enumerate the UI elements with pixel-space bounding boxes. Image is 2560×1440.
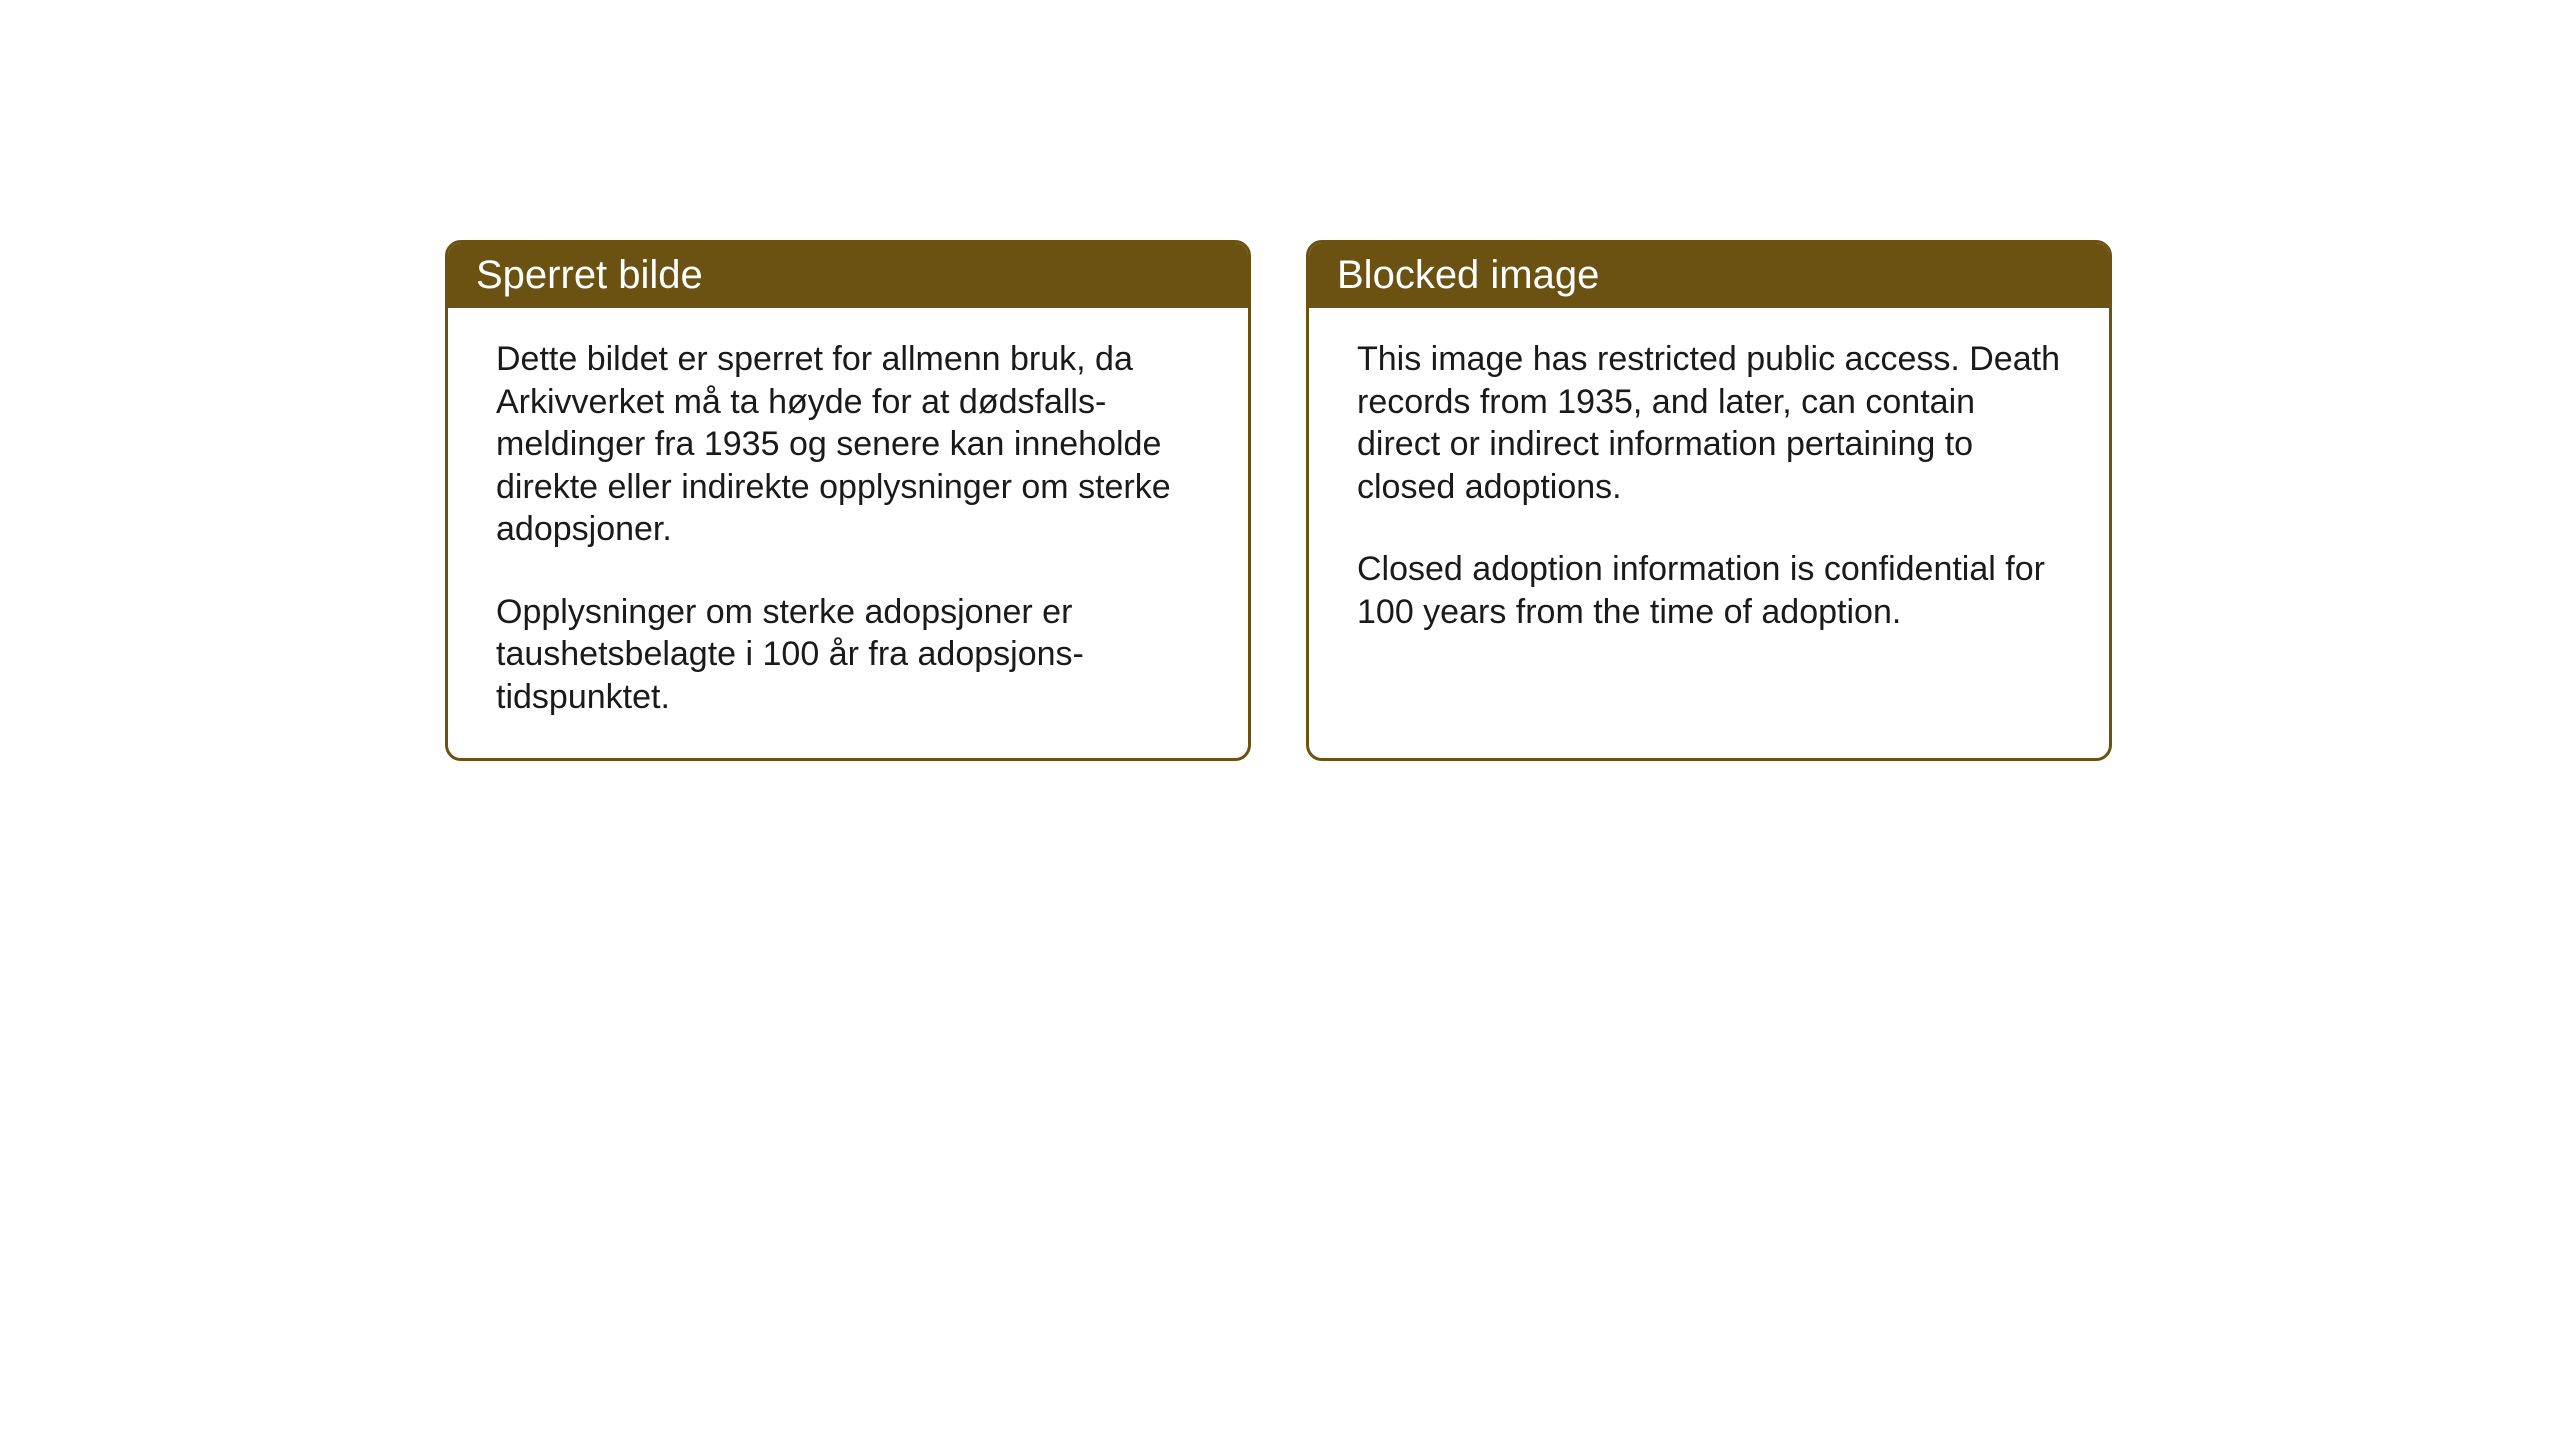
norwegian-card-body: Dette bildet er sperret for allmenn bruk… [448, 308, 1248, 758]
english-paragraph-2: Closed adoption information is confident… [1357, 548, 2061, 633]
norwegian-card-title: Sperret bilde [448, 243, 1248, 308]
notice-container: Sperret bilde Dette bildet er sperret fo… [445, 240, 2112, 761]
english-card-body: This image has restricted public access.… [1309, 308, 2109, 673]
english-notice-card: Blocked image This image has restricted … [1306, 240, 2112, 761]
norwegian-paragraph-2: Opplysninger om sterke adopsjoner er tau… [496, 591, 1200, 719]
english-card-title: Blocked image [1309, 243, 2109, 308]
norwegian-paragraph-1: Dette bildet er sperret for allmenn bruk… [496, 338, 1200, 551]
norwegian-notice-card: Sperret bilde Dette bildet er sperret fo… [445, 240, 1251, 761]
english-paragraph-1: This image has restricted public access.… [1357, 338, 2061, 508]
